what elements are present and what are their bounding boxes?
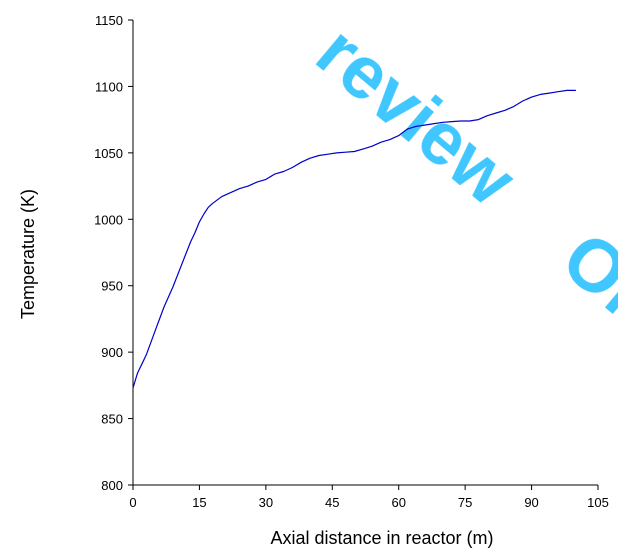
x-tick-label: 30	[259, 495, 273, 510]
watermark-word-1: review	[301, 10, 531, 222]
x-tick-label: 45	[325, 495, 339, 510]
y-tick-label: 1100	[95, 79, 123, 94]
y-tick-label: 900	[101, 345, 123, 360]
y-tick-label: 1000	[94, 212, 123, 227]
x-tick-label: 60	[391, 495, 405, 510]
x-tick-label: 75	[458, 495, 472, 510]
x-tick-label: 105	[587, 495, 609, 510]
axes	[132, 20, 598, 486]
y-axis-title: Temperature (K)	[18, 189, 38, 319]
watermark: review Only	[301, 10, 618, 385]
x-axis-title: Axial distance in reactor (m)	[270, 528, 493, 548]
x-axis-ticks: 0 15 30 45 60 75 90 105	[129, 485, 609, 510]
temperature-series-line	[132, 89, 576, 389]
y-tick-label: 800	[101, 478, 123, 493]
y-axis-ticks: 800 850 900 950 1000 1050 1100 1150	[94, 13, 133, 493]
y-tick-label: 850	[101, 412, 123, 427]
x-tick-label: 0	[129, 495, 136, 510]
x-tick-label: 15	[192, 495, 206, 510]
y-tick-label: 1150	[95, 13, 123, 28]
watermark-word-2: Only	[547, 216, 618, 385]
y-tick-label: 1050	[94, 146, 123, 161]
y-tick-label: 950	[101, 279, 123, 294]
series-group	[132, 89, 576, 389]
x-tick-label: 90	[524, 495, 538, 510]
